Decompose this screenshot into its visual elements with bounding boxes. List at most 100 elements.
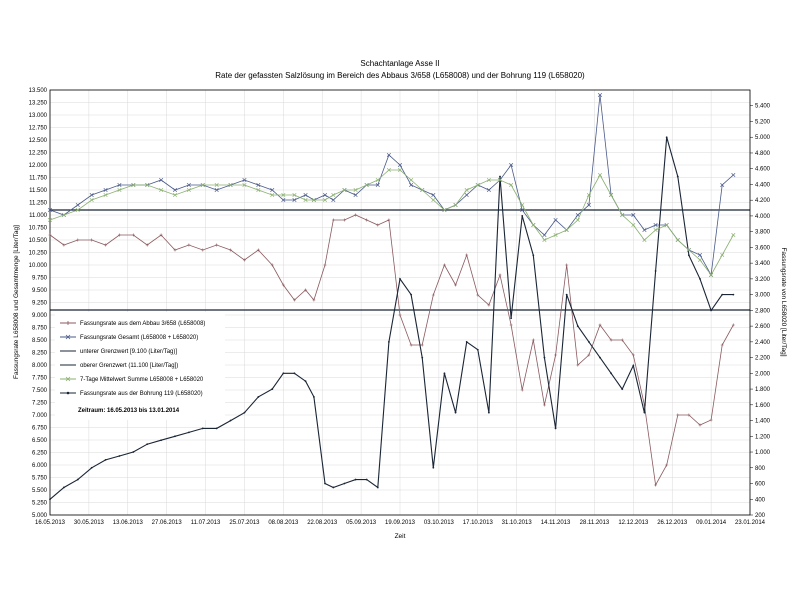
data-point — [229, 248, 233, 252]
x-tick-label: 16.05.2013 — [35, 520, 66, 526]
right-tick-label: 4.800 — [755, 151, 771, 157]
data-point — [598, 323, 602, 327]
data-point — [532, 254, 535, 257]
data-point — [431, 192, 436, 198]
data-point — [576, 325, 579, 328]
data-point — [553, 217, 558, 223]
x-tick-label: 13.06.2013 — [113, 520, 144, 526]
x-tick-label: 09.01.2014 — [696, 520, 727, 526]
data-point — [293, 372, 296, 375]
data-point — [386, 152, 391, 158]
x-tick-label: 31.10.2013 — [502, 520, 533, 526]
data-point — [131, 233, 135, 237]
right-tick-label: 2.600 — [755, 324, 771, 330]
series-line — [49, 94, 734, 277]
data-point — [464, 187, 469, 193]
data-point — [89, 192, 94, 198]
x-tick-label: 08.08.2013 — [268, 520, 299, 526]
data-point — [654, 483, 658, 487]
left-tick-label: 5.000 — [32, 513, 48, 519]
data-point — [49, 498, 51, 501]
data-point — [75, 207, 80, 213]
data-point — [256, 187, 261, 193]
data-point — [732, 293, 735, 296]
left-tick-label: 6.500 — [32, 438, 48, 444]
data-point — [665, 136, 668, 139]
left-tick-label: 8.250 — [32, 351, 48, 357]
data-point — [676, 413, 680, 417]
data-point — [697, 257, 703, 263]
left-tick-label: 11.500 — [29, 188, 48, 194]
right-tick-label: 4.000 — [755, 214, 771, 220]
data-point — [520, 207, 525, 213]
right-tick-label: 800 — [755, 466, 766, 472]
left-tick-label: 7.500 — [32, 388, 48, 394]
data-point — [442, 263, 446, 267]
left-tick-label: 12.750 — [29, 126, 48, 132]
left-tick-label: 11.250 — [29, 201, 48, 207]
x-axis-label: Zeit — [395, 533, 406, 540]
data-point — [200, 182, 205, 188]
data-point — [465, 340, 468, 343]
data-point — [228, 182, 233, 188]
data-point — [687, 254, 690, 257]
data-point — [174, 435, 176, 438]
data-point — [365, 218, 369, 222]
left-tick-label: 11.000 — [29, 213, 48, 219]
data-point — [257, 396, 260, 398]
data-point — [520, 388, 524, 392]
data-point — [132, 451, 135, 453]
data-point — [432, 466, 435, 469]
data-point — [687, 413, 691, 417]
data-point — [229, 419, 232, 422]
data-point — [631, 353, 635, 357]
data-point — [586, 192, 591, 198]
right-tick-label: 1.600 — [755, 403, 771, 409]
data-point — [643, 411, 646, 414]
data-point — [464, 192, 469, 198]
data-point — [609, 192, 614, 198]
right-tick-label: 1.400 — [755, 419, 771, 425]
data-point — [292, 298, 296, 302]
data-point — [731, 323, 735, 327]
data-point — [510, 317, 513, 320]
left-tick-label: 11.750 — [29, 176, 48, 182]
data-point — [159, 187, 164, 193]
data-point — [697, 252, 703, 258]
data-point — [642, 237, 647, 243]
data-point — [76, 238, 80, 242]
data-point — [375, 177, 380, 183]
data-point — [322, 192, 328, 198]
data-point — [256, 182, 261, 188]
data-point — [420, 343, 424, 347]
data-point — [146, 443, 149, 446]
data-point — [387, 218, 391, 222]
data-point — [709, 272, 714, 278]
data-point — [159, 233, 163, 237]
data-point — [509, 162, 514, 168]
right-tick-label: 3.800 — [755, 230, 771, 236]
data-point — [610, 372, 613, 375]
data-point — [61, 212, 66, 218]
data-point — [586, 202, 591, 208]
data-point — [343, 482, 346, 485]
data-point — [103, 187, 108, 193]
data-point — [676, 175, 679, 178]
data-point — [409, 343, 413, 347]
left-tick-label: 13.500 — [29, 88, 48, 94]
data-point — [454, 283, 458, 287]
data-point — [720, 252, 725, 258]
x-tick-label: 19.09.2013 — [385, 520, 416, 526]
data-point — [282, 372, 285, 375]
data-point — [542, 237, 547, 243]
data-point — [398, 313, 402, 317]
data-point — [476, 348, 479, 351]
data-point — [486, 187, 491, 193]
data-point — [397, 167, 403, 173]
x-tick-label: 14.11.2013 — [541, 520, 571, 526]
x-tick-label: 22.08.2013 — [307, 520, 338, 526]
right-axis-label: Fassungsrate von L658020 [Liter/Tag] — [780, 247, 787, 356]
data-point — [172, 192, 178, 198]
left-tick-label: 8.500 — [32, 338, 48, 344]
data-point — [731, 232, 736, 238]
